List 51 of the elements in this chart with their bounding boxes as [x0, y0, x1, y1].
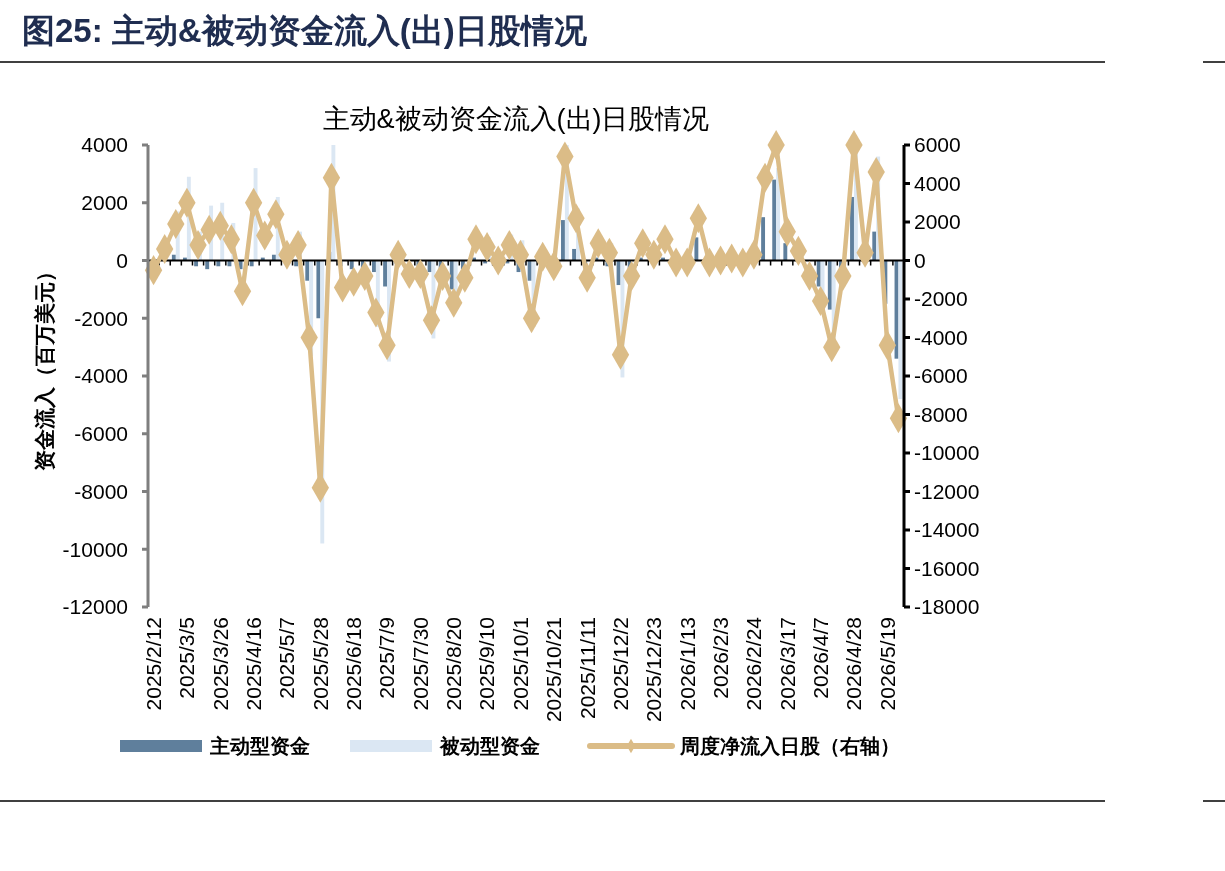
- y2-tick-label: -18000: [914, 595, 980, 619]
- x-tick-label: 2025/8/20: [442, 617, 466, 711]
- legend-label: 主动型资金: [209, 735, 310, 757]
- x-tick-label: 2025/12/2: [608, 617, 632, 711]
- y-tick-label: -10000: [62, 537, 128, 561]
- y2-tick-label: -6000: [914, 364, 968, 388]
- x-tick-label: 2025/2/12: [141, 617, 165, 711]
- x-tick-label: 2025/7/9: [375, 617, 399, 699]
- y2-tick-label: -12000: [914, 479, 980, 503]
- x-tick-label: 2025/12/23: [642, 617, 666, 723]
- x-tick-label: 2025/6/18: [342, 617, 366, 711]
- y-tick-label: -6000: [74, 422, 128, 446]
- x-tick-label: 2025/11/11: [575, 617, 599, 719]
- y-axis-title: 资金流入（百万美元）: [33, 261, 56, 471]
- chart-subtitle: 主动&被动资金流入(出)日股情况: [322, 104, 710, 134]
- x-tick-label: 2026/2/24: [742, 616, 766, 711]
- x-tick-label: 2025/9/10: [475, 617, 499, 711]
- x-tick-label: 2026/1/13: [675, 617, 699, 711]
- x-tick-label: 2025/5/28: [308, 617, 332, 711]
- y2-tick-label: 4000: [914, 171, 961, 195]
- chart-title: 图25: 主动&被动资金流入(出)日股情况: [22, 12, 588, 49]
- x-tick-label: 2026/4/7: [808, 617, 832, 699]
- y-tick-label: 4000: [81, 133, 128, 157]
- y2-tick-label: -16000: [914, 556, 980, 580]
- legend-label: 被动型资金: [439, 735, 540, 757]
- x-tick-label: 2026/5/19: [875, 617, 899, 711]
- y2-tick-label: -10000: [914, 441, 980, 465]
- x-tick-label: 2025/3/5: [175, 617, 199, 699]
- y-tick-label: -2000: [74, 306, 128, 330]
- y-tick-label: -8000: [74, 479, 128, 503]
- y2-tick-label: 2000: [914, 210, 961, 234]
- x-tick-label: 2026/2/3: [708, 617, 732, 699]
- x-tick-label: 2025/4/16: [241, 617, 265, 711]
- y-tick-label: -12000: [62, 595, 128, 619]
- x-tick-label: 2025/10/1: [508, 617, 532, 711]
- x-tick-label: 2026/4/28: [842, 617, 866, 711]
- y-tick-label: 0: [116, 248, 128, 272]
- y2-tick-label: 0: [914, 248, 926, 272]
- x-tick-label: 2026/3/17: [775, 617, 799, 711]
- y2-tick-label: -14000: [914, 518, 980, 542]
- x-tick-label: 2025/7/30: [408, 617, 432, 711]
- x-tick-label: 2025/5/7: [275, 617, 299, 699]
- y-tick-label: 2000: [81, 191, 128, 215]
- x-tick-label: 2025/10/21: [542, 617, 566, 723]
- y-tick-label: -4000: [74, 364, 128, 388]
- x-tick-label: 2025/3/26: [208, 617, 232, 711]
- y2-tick-label: -4000: [914, 325, 968, 349]
- y2-tick-label: -8000: [914, 402, 968, 426]
- legend-label: 周度净流入日股（右轴）: [679, 735, 900, 757]
- y2-tick-label: -2000: [914, 287, 968, 311]
- y2-tick-label: 6000: [914, 133, 961, 157]
